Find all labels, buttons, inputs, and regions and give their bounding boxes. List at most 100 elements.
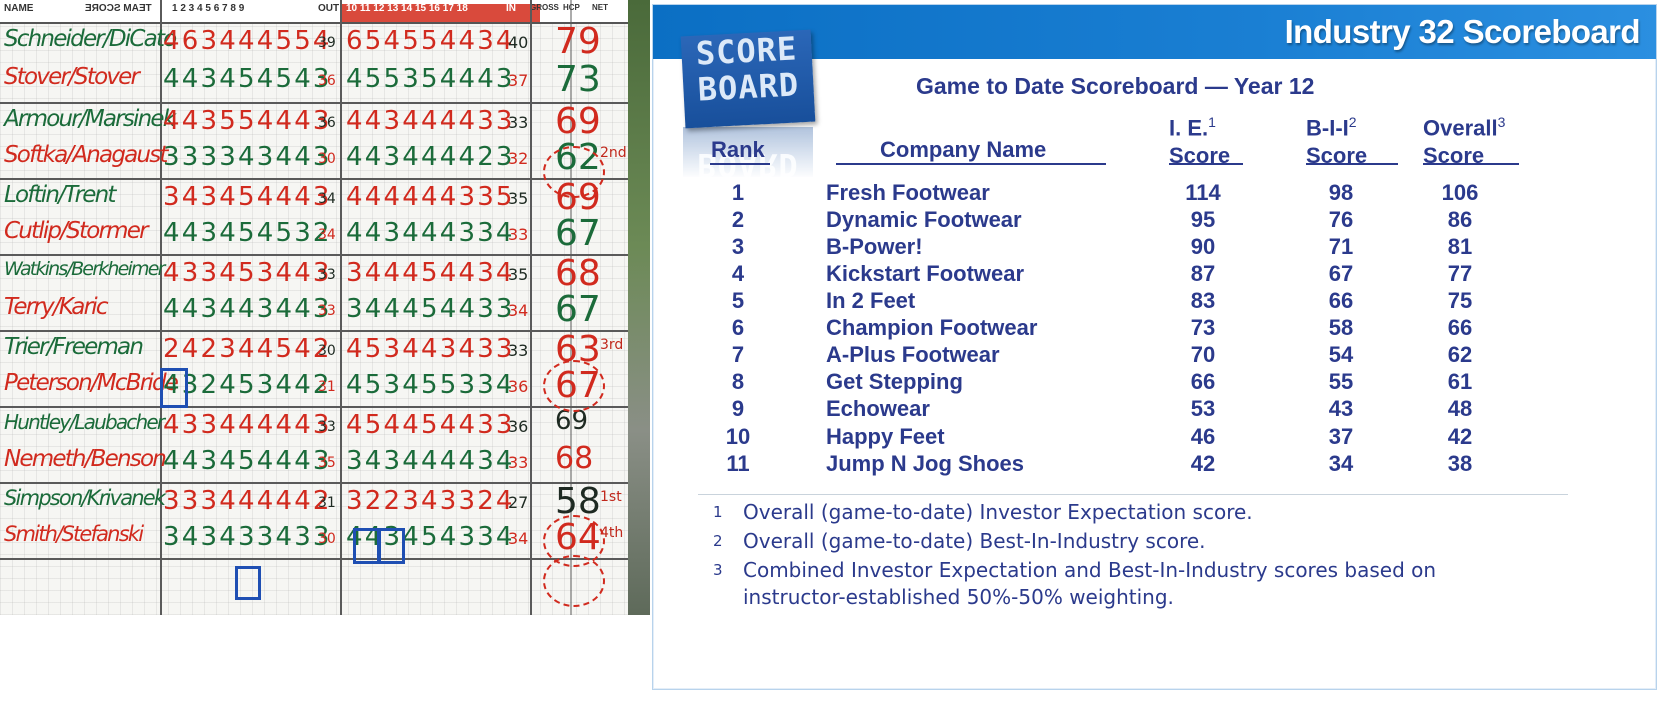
in-total: 33 (508, 225, 529, 244)
front-nine: 443454543 (163, 64, 332, 94)
footnote-text: Overall (game-to-date) Best-In-Industry … (743, 529, 1206, 553)
rule-name (160, 0, 162, 615)
bii-score-cell: 98 (1328, 180, 1354, 205)
bii-score-cell: 37 (1328, 424, 1354, 449)
footnote-text: Overall (game-to-date) Investor Expectat… (743, 500, 1253, 524)
overall-score-cell: 38 (1447, 451, 1473, 476)
column-header-ie: I. E.1 Score (1169, 108, 1230, 170)
overall-score-cell: 77 (1447, 261, 1473, 286)
score-row: Schneider/DiCato 463444554 39 654554434 … (0, 24, 628, 62)
rank-cell: 5 (731, 288, 745, 313)
team-name: Nemeth/Benson (4, 446, 167, 472)
ie-score-cell: 114 (1185, 180, 1221, 205)
rank-cell: 3 (731, 234, 745, 259)
eagle-box (235, 566, 261, 600)
gross-total: 68 (555, 441, 594, 476)
gross-total: 69 (555, 406, 589, 436)
back-nine: 453443433 (346, 334, 515, 364)
team-name: Peterson/McBride (4, 370, 179, 396)
out-total: 31 (318, 379, 336, 395)
column-header-overall: Overall3 Score (1423, 108, 1505, 170)
team-name: Softka/Anagaust (4, 142, 168, 168)
score-row: Huntley/Laubacher 433444443 33 454454433… (0, 408, 628, 446)
team-name: Huntley/Laubacher (4, 410, 165, 434)
ie-footnote-mark: 1 (1208, 114, 1216, 130)
company-cell: Happy Feet (826, 424, 945, 449)
overall-score-cell: 61 (1447, 369, 1473, 394)
table-row: 7 A-Plus Footwear 70 54 62 (653, 341, 1656, 368)
title-banner: Industry 32 Scoreboard (653, 5, 1656, 59)
company-cell: Echowear (826, 396, 930, 421)
overall-score-cell: 106 (1441, 180, 1479, 205)
back-nine: 453455334 (346, 370, 515, 400)
header-net: NET (592, 3, 608, 12)
header-name: NAME (4, 3, 34, 14)
gross-total: 69 (555, 101, 601, 142)
header-team-score: TEAM SCORE (85, 3, 152, 14)
front-nine: 242344542 (163, 334, 332, 364)
gross-total: 67 (555, 213, 601, 254)
ie-score-cell: 87 (1190, 261, 1216, 286)
rank-cell: 6 (731, 315, 745, 340)
header-underline (1423, 163, 1519, 165)
team-name: Terry/Karic (4, 294, 108, 320)
rank-cell: 7 (731, 342, 745, 367)
front-nine: 443443443 (163, 294, 332, 324)
table-row: 9 Echowear 53 43 48 (653, 395, 1656, 422)
in-total: 34 (508, 529, 529, 548)
in-total: 36 (508, 417, 529, 436)
place-mark: 3rd (600, 337, 624, 353)
team-name: Schneider/DiCato (4, 26, 177, 52)
industry-scoreboard: Industry 32 Scoreboard SCORE BOARD SCORE… (652, 4, 1657, 690)
score-row: Simpson/Krivanek 333444442 31 322343324 … (0, 484, 628, 522)
rule-in (530, 0, 532, 615)
table-row: 10 Happy Feet 46 37 42 (653, 423, 1656, 450)
pair-divider (0, 558, 628, 560)
bii-score-cell: 66 (1328, 288, 1354, 313)
header-gross: GROSS (530, 3, 559, 12)
bii-score-cell: 54 (1328, 342, 1354, 367)
company-cell: Jump N Jog Shoes (826, 451, 1025, 476)
pair-divider (0, 330, 628, 332)
ie-header-line2: Score (1169, 143, 1231, 169)
front-nine: 333444442 (163, 486, 332, 516)
ie-score-cell: 73 (1190, 315, 1216, 340)
pair-divider (0, 406, 628, 408)
out-total: 30 (318, 531, 336, 547)
overall-score-cell: 75 (1447, 288, 1473, 313)
header-back-holes: 10 11 12 13 14 15 16 17 18 (346, 3, 468, 14)
gross-total: 73 (555, 59, 601, 100)
table-row: 5 In 2 Feet 83 66 75 (653, 287, 1656, 314)
pair-divider (0, 102, 628, 104)
header-underline (1306, 163, 1398, 165)
header-underline (1169, 163, 1243, 165)
rank-cell: 9 (731, 396, 745, 421)
rule-hcp (570, 0, 572, 615)
front-nine: 443454443 (163, 446, 332, 476)
out-total: 31 (318, 495, 336, 511)
company-cell: Dynamic Footwear (826, 207, 1022, 232)
rank-cell: 1 (731, 180, 745, 205)
header-back-block (340, 4, 540, 22)
background-scenery (628, 0, 650, 615)
score-row: Trier/Freeman 242344542 30 453443433 33 … (0, 332, 628, 370)
back-nine: 444444335 (346, 182, 515, 212)
score-row: Cutlip/Stormer 443454532 34 443444334 33… (0, 216, 628, 254)
winner-circle (543, 146, 605, 198)
in-total: 32 (508, 149, 529, 168)
ie-score-cell: 95 (1190, 207, 1216, 232)
logo-reflection-fade (681, 125, 817, 179)
header-out: OUT (318, 3, 340, 14)
back-nine: 322343324 (346, 486, 515, 516)
column-header-bii: B-I-I2 Score (1306, 108, 1367, 170)
in-total: 35 (508, 265, 529, 284)
out-total: 33 (318, 303, 336, 319)
footnote-number: 2 (713, 532, 723, 550)
score-row: Loftin/Trent 343454443 34 444444335 35 6… (0, 180, 628, 218)
back-nine: 455354443 (346, 64, 515, 94)
eagle-box (160, 368, 188, 408)
header-underline (836, 163, 1106, 165)
in-total: 37 (508, 71, 529, 90)
pair-divider (0, 254, 628, 256)
scoreboard-logo: SCORE BOARD (680, 29, 816, 129)
